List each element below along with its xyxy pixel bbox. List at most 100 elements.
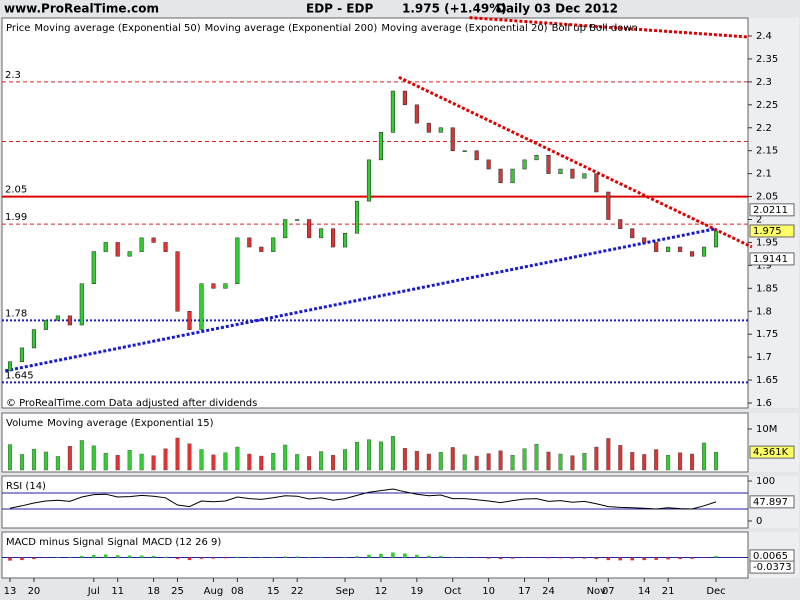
volume-bar [235,446,240,471]
volume-bar [630,452,635,471]
legend-entry: RSI (14) [6,481,46,492]
value-box [749,560,795,574]
macd-hist-bar [211,557,216,559]
candle [211,283,216,289]
volume-bar [642,454,647,471]
macd-hist-bar [510,557,515,559]
macd-hist-bar [20,557,24,561]
volume-bar [271,452,276,471]
candle [606,191,611,220]
macd-hist-bar [666,557,670,560]
volume-bar [175,437,180,471]
trend-line [398,75,753,249]
level-label: 1.78 [5,308,27,319]
volume-bar [331,455,336,471]
volume-bar [187,443,192,471]
macd-hist-bar [630,557,635,561]
macd-hist-bar [391,552,395,558]
candle [139,237,144,252]
trend-line [469,16,748,39]
x-tick-label: 15 [267,586,280,597]
candle [151,237,156,243]
legend-entry: Boll up Boll down [552,23,638,34]
candle [43,320,48,330]
candle [498,168,503,184]
legend-entry: MACD (12 26 9) [142,537,221,548]
footer-note: © ProRealTime.com Data adjusted after di… [6,398,257,409]
macd-hist-bar [247,557,252,558]
macd-hist-bar [307,557,311,558]
value-box-label: -0.0373 [753,562,792,573]
x-tick-label: 13 [4,586,17,597]
macd-hist-bar [68,557,72,558]
y-tick-label: 1.65 [756,375,778,386]
volume-bar [199,449,204,471]
candle [701,246,707,257]
value-box [749,445,795,459]
volume-bar [390,436,395,471]
candle [271,237,276,252]
candle [31,329,36,349]
volume-bar [211,454,216,471]
panel [1,475,749,529]
volume-bar [666,455,671,471]
volume-bar [91,445,96,471]
volume-bar [355,441,360,471]
candle [19,347,25,362]
x-tick-label: 18 [147,586,160,597]
value-box-label: 2.0211 [753,205,788,216]
y-tick-label: 1.95 [756,237,778,248]
volume-bar [259,455,264,471]
symbol: EDP - EDP [306,2,373,16]
candle [378,132,383,161]
macd-hist-bar [558,557,563,559]
legend-entry: Moving average (Exponential 50) [34,23,200,34]
legend-entry: Moving average (Exponential 20) [381,23,547,34]
x-tick-label: 07 [602,586,615,597]
candle [390,90,395,133]
value-box-label: 1.9141 [753,254,788,265]
macd-hist-bar [355,556,359,558]
quote: 1.975 (+1.49%) [402,2,507,16]
macd-hist-bar [199,557,204,559]
macd-hist-bar [163,556,168,558]
macd-hist-bar [91,555,96,558]
value-box-label: 0.0065 [753,551,788,562]
candle [295,219,300,221]
candle [570,168,575,179]
macd-hist-bar [427,555,431,558]
y-tick-label: 2.2 [756,123,772,134]
macd-hist-bar [570,557,575,559]
period: Daily 03 Dec 2012 [496,2,618,16]
macd-hist-bar [379,553,383,558]
x-tick-label: 24 [542,586,555,597]
macd-hist-bar [690,557,694,559]
x-tick-label: Aug [204,586,224,597]
candle [235,237,240,284]
level-label: 2.3 [5,70,21,81]
candle [426,122,431,133]
volume-bar [522,448,527,471]
x-tick-label: 25 [171,586,184,597]
value-box [749,203,795,217]
macd-hist-bar [522,557,527,559]
candle [450,127,455,151]
macd-hist-bar [127,555,132,558]
level-label: 2.05 [5,185,27,196]
volume-bar [79,440,84,471]
macd-hist-bar [654,557,658,560]
macd-hist-bar [618,557,623,561]
volume-bar [223,452,228,471]
candle [67,315,72,326]
volume-bar [115,455,120,471]
volume-bar [295,454,300,471]
candle [678,246,683,252]
macd-hist-bar [403,553,407,558]
y-tick-label: 2.4 [756,31,772,42]
macd-hist-bar [462,557,467,559]
candle [630,228,635,239]
value-box-label: 47.897 [753,497,788,508]
macd-hist-bar [139,555,144,558]
candle [163,242,168,252]
